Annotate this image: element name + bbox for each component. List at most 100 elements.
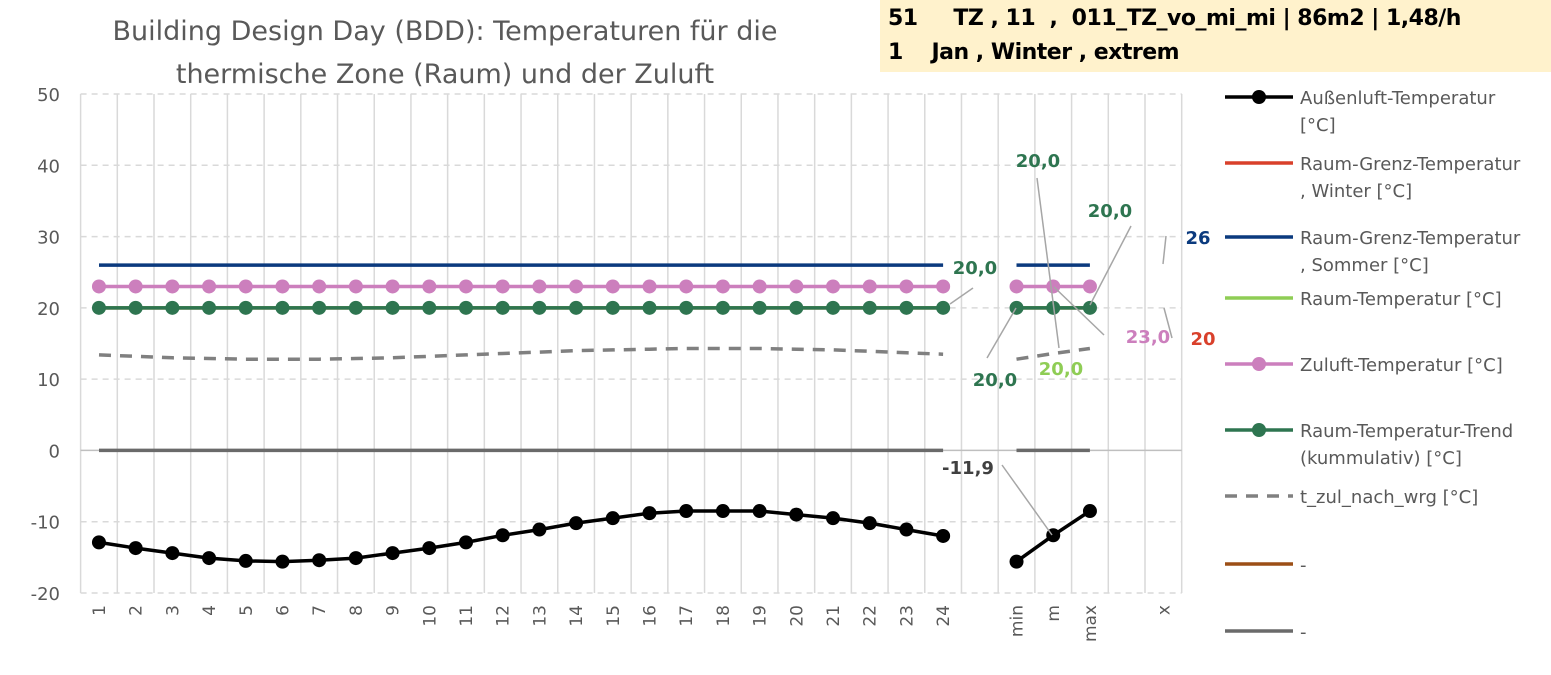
x-tick-label: 12 (494, 605, 514, 627)
data-point (238, 279, 253, 294)
x-tick-label: 23 (897, 605, 917, 627)
y-tick-label: 30 (37, 228, 60, 249)
x-tick-label: 9 (384, 605, 404, 616)
data-point (899, 522, 914, 537)
data-point (789, 300, 804, 315)
legend-label: , Sommer [°C] (1300, 255, 1429, 276)
x-tick-label: max (1081, 605, 1101, 642)
legend-marker (1252, 423, 1266, 437)
data-point (1009, 300, 1024, 315)
data-point (202, 300, 217, 315)
y-tick-label: 10 (37, 370, 60, 391)
data-point (862, 516, 877, 531)
data-point (458, 279, 473, 294)
data-point (532, 300, 547, 315)
data-point (679, 279, 694, 294)
y-tick-label: -10 (31, 513, 60, 534)
data-point (312, 553, 327, 568)
data-point (1009, 279, 1024, 294)
data-point (91, 300, 106, 315)
x-tick-label: 3 (163, 605, 183, 616)
chart-title-line: Building Design Day (BDD): Temperaturen … (113, 16, 778, 47)
legend-label: Raum-Grenz-Temperatur (1300, 154, 1521, 175)
data-point (936, 279, 951, 294)
legend-label: - (1300, 622, 1307, 643)
data-point (752, 279, 767, 294)
legend-label: - (1300, 555, 1307, 576)
x-tick-label: 13 (530, 605, 550, 627)
data-point (165, 300, 180, 315)
data-point (569, 516, 584, 531)
data-point (715, 504, 730, 519)
data-point (789, 507, 804, 522)
x-tick-label: 22 (861, 605, 881, 627)
legend-item: Raum-Temperatur-Trend (kummulativ) [°C] (1225, 421, 1513, 469)
data-point (936, 528, 951, 543)
header-line-1: 51 TZ , 11 , 011_TZ_vo_mi_mi | 86m2 | 1,… (888, 6, 1461, 31)
data-point (422, 541, 437, 556)
legend-label: Außenluft-Temperatur (1300, 88, 1496, 109)
series-line (98, 346, 944, 361)
x-tick-label: 20 (787, 605, 807, 627)
data-point (569, 279, 584, 294)
data-point (532, 279, 547, 294)
leader-line (1053, 286, 1105, 336)
data-point (1082, 504, 1097, 519)
x-tick-label: 10 (420, 605, 440, 627)
data-point (862, 300, 877, 315)
series-3 (91, 279, 1097, 294)
info-header: 51 TZ , 11 , 011_TZ_vo_mi_mi | 86m2 | 1,… (880, 0, 1551, 72)
leader-line (1162, 235, 1167, 265)
data-point (385, 300, 400, 315)
series-line (1016, 346, 1091, 361)
series-8 (91, 504, 1097, 569)
x-tick-label: min (1008, 605, 1028, 637)
data-point (899, 300, 914, 315)
data-point (128, 541, 143, 556)
data-point (128, 300, 143, 315)
data-point (165, 279, 180, 294)
data-label: 20,0 (1088, 201, 1132, 222)
legend-item: Zuluft-Temperatur [°C] (1225, 355, 1503, 376)
x-tick-label: 21 (824, 605, 844, 627)
x-tick-label: 2 (127, 605, 147, 616)
legend-label: t_zul_nach_wrg [°C] (1300, 487, 1478, 508)
x-tick-label: 8 (347, 605, 367, 616)
x-tick-label: 15 (604, 605, 624, 627)
x-tick-label: 5 (237, 605, 257, 616)
data-point (458, 300, 473, 315)
data-point (605, 279, 620, 294)
data-point (275, 300, 290, 315)
leader-line (986, 307, 1017, 359)
y-tick-label: 0 (49, 441, 60, 462)
data-point (642, 300, 657, 315)
x-tick-label: 24 (934, 605, 954, 627)
legend-marker (1252, 90, 1266, 104)
data-point (202, 279, 217, 294)
x-tick-label: 18 (714, 605, 734, 627)
data-point (642, 279, 657, 294)
y-tick-label: 40 (37, 156, 60, 177)
data-point (1009, 554, 1024, 569)
data-point (91, 535, 106, 550)
data-point (679, 504, 694, 519)
y-tick-label: 20 (37, 299, 60, 320)
legend-item: - (1225, 622, 1307, 643)
data-label: 20,0 (1016, 151, 1060, 172)
x-tick-label: 16 (641, 605, 661, 627)
data-label: 20,0 (953, 258, 997, 279)
data-point (312, 279, 327, 294)
x-tick-label: x (1154, 605, 1174, 615)
series-4 (91, 300, 1097, 315)
data-label: 20 (1190, 329, 1215, 350)
legend-label: Raum-Grenz-Temperatur (1300, 228, 1521, 249)
legend-item: t_zul_nach_wrg [°C] (1225, 487, 1478, 508)
data-point (275, 554, 290, 569)
y-tick-label: 50 (37, 85, 60, 106)
x-tick-label: 11 (457, 605, 477, 627)
data-point (238, 300, 253, 315)
legend-label: [°C] (1300, 115, 1336, 136)
data-label: -11,9 (942, 458, 994, 479)
data-point (385, 546, 400, 561)
